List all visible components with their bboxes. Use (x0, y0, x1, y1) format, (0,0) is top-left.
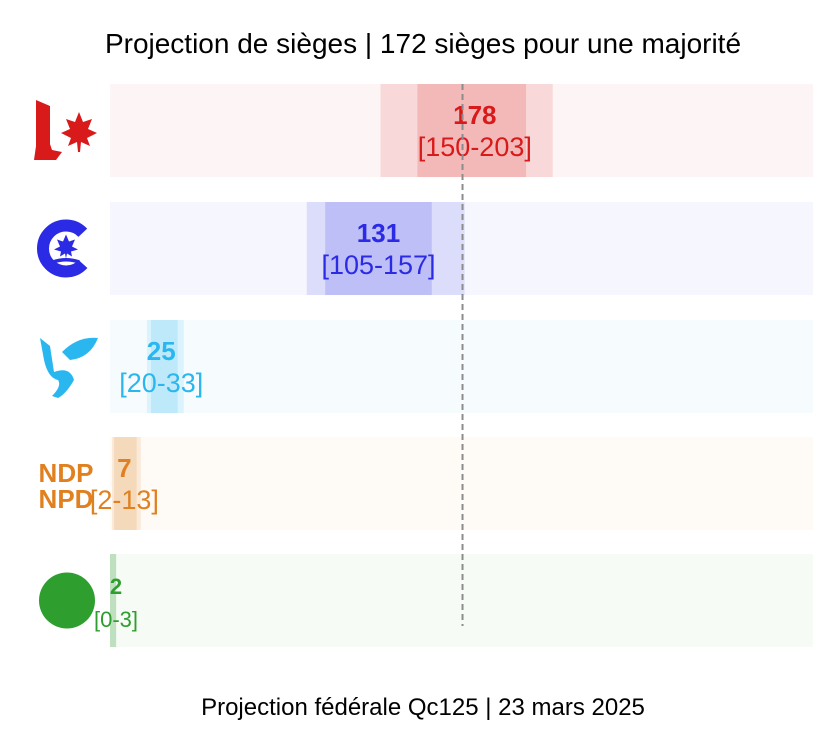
maple-leaf-shape (61, 112, 97, 152)
outer-range-band (112, 437, 141, 530)
row-ndp: 7[2-13] (90, 437, 813, 530)
green-circle-logo (39, 572, 95, 629)
value-label: 25 (147, 336, 176, 366)
row-bq: 25[20-33] (110, 320, 813, 413)
range-label: [105-157] (321, 250, 435, 280)
outer-range-band (146, 320, 184, 413)
maple-leaf-shape (54, 234, 78, 259)
conservative-c-logo (37, 219, 95, 278)
row-background (110, 202, 813, 295)
row-background (110, 84, 813, 177)
bloc-body-shape (40, 338, 74, 398)
inner-range-band (417, 84, 527, 177)
outer-range-band (380, 84, 553, 177)
row-background (110, 320, 813, 413)
range-label: [0-3] (94, 607, 138, 632)
inner-range-band (110, 554, 117, 647)
value-label: 2 (110, 574, 122, 599)
row-gpc: 2 [0-3] (94, 554, 813, 647)
bloc-leaf-shape (62, 337, 98, 360)
row-background (110, 437, 813, 530)
liberal-maple-leaf-logo (34, 100, 97, 160)
outer-range-band (306, 202, 465, 295)
range-label: [2-13] (90, 485, 159, 515)
value-label: 178 (453, 100, 496, 130)
row-background (110, 554, 813, 647)
green-circle-shape (39, 572, 95, 629)
inner-range-band (325, 202, 432, 295)
liberal-l-shape (34, 100, 62, 160)
outer-range-band (110, 554, 117, 647)
value-label: 131 (357, 218, 400, 248)
npd-logo-text: NPD (39, 484, 94, 514)
wave-shape (52, 258, 80, 264)
bloc-quebecois-logo (40, 337, 98, 398)
inner-range-band (150, 320, 178, 413)
chart-title: Projection de sièges | 172 sièges pour u… (104, 28, 742, 59)
row-cpc: 131[105-157] (110, 202, 813, 295)
row-lpc: 178[150-203] (110, 84, 813, 177)
inner-range-band (114, 437, 137, 530)
c-ring (37, 219, 95, 278)
ndp-logo-text: NDP (39, 458, 94, 488)
chart-footer: Projection fédérale Qc125 | 23 mars 2025 (201, 694, 645, 721)
value-label: 7 (117, 453, 131, 483)
range-label: [20-33] (119, 368, 203, 398)
range-label: [150-203] (418, 132, 532, 162)
